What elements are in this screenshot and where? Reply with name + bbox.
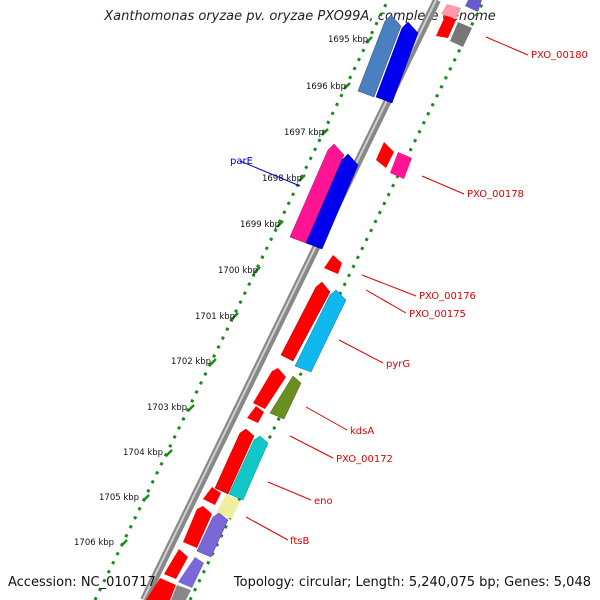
gene-feature-steel-blue [357,14,402,98]
gene-feature-teal [228,435,269,501]
gene-feature-red-small [324,255,342,274]
gene-feature-magenta-pare [289,143,345,244]
gene-label-kdsa: kdsA [350,426,374,437]
outer-gene-features [376,0,482,179]
gene-label-eno: eno [314,496,333,507]
tick-label: 1700 kbp [218,266,258,276]
gene-feature-gray [450,22,472,47]
tick-label: 1696 kbp [306,82,346,92]
gene-feature-red [146,578,176,600]
inner-gene-features [146,14,419,600]
gene-feature-red [164,549,188,579]
gene-feature-blue [375,21,419,104]
tick-label: 1706 kbp [74,538,114,548]
gene-feature-purple [196,512,229,558]
gene-label-pxo-00178: PXO_00178 [467,189,524,200]
gene-feature-red-eno [214,428,255,495]
gene-feature-magenta [390,152,412,179]
gene-labels: PXO_00180 parE PXO_00178 PXO_00176 PXO_0… [230,50,588,547]
tick-marks [120,36,373,547]
tick-label: 1695 kbp [328,35,368,45]
gene-label-ftsb: ftsB [290,536,309,547]
gene-feature-gray [171,585,191,600]
tick-label: 1702 kbp [171,357,211,367]
gene-feature-red-pxo00175 [280,281,331,362]
leader-lines [239,36,529,541]
gene-label-pxo-00176: PXO_00176 [419,291,476,302]
accession-text: Accession: NC_010717 [8,575,156,590]
tick-label: 1704 kbp [123,448,163,458]
gene-feature-red [253,368,286,409]
genome-summary-text: Topology: circular; Length: 5,240,075 bp… [233,575,591,590]
map-title: Xanthomonas oryzae pv. oryzae PXO99A, co… [104,9,496,24]
gene-label-pxo-00175: PXO_00175 [409,309,466,320]
gene-feature-purple [465,0,482,12]
tick-label: 1699 kbp [240,220,280,230]
gene-label-pxo-00172: PXO_00172 [336,454,393,465]
tick-label: 1701 kbp [195,312,235,322]
tick-label: 1697 kbp [284,128,324,138]
gene-feature-purple [178,557,204,588]
gene-label-pyrg: pyrG [386,359,410,370]
gene-feature-olive-kdsa [269,375,302,420]
gene-feature-red-small [203,487,221,505]
gene-feature-blue [305,153,359,250]
gene-label-pxo-00180: PXO_00180 [531,50,588,61]
tick-label: 1705 kbp [99,493,139,503]
tick-label: 1703 kbp [147,403,187,413]
gene-feature-pink [441,4,461,19]
gene-label-pare: parE [230,156,253,167]
gene-feature-cyan-pyrg [294,289,347,373]
inner-dotted-guide [188,0,486,600]
gene-feature-red-small [247,406,264,423]
gene-feature-red-pxo00178 [376,142,394,168]
gene-feature-pale-yellow-ftsb [216,494,240,519]
gene-feature-red-pxo00180 [436,14,456,38]
gene-feature-red [183,506,212,548]
